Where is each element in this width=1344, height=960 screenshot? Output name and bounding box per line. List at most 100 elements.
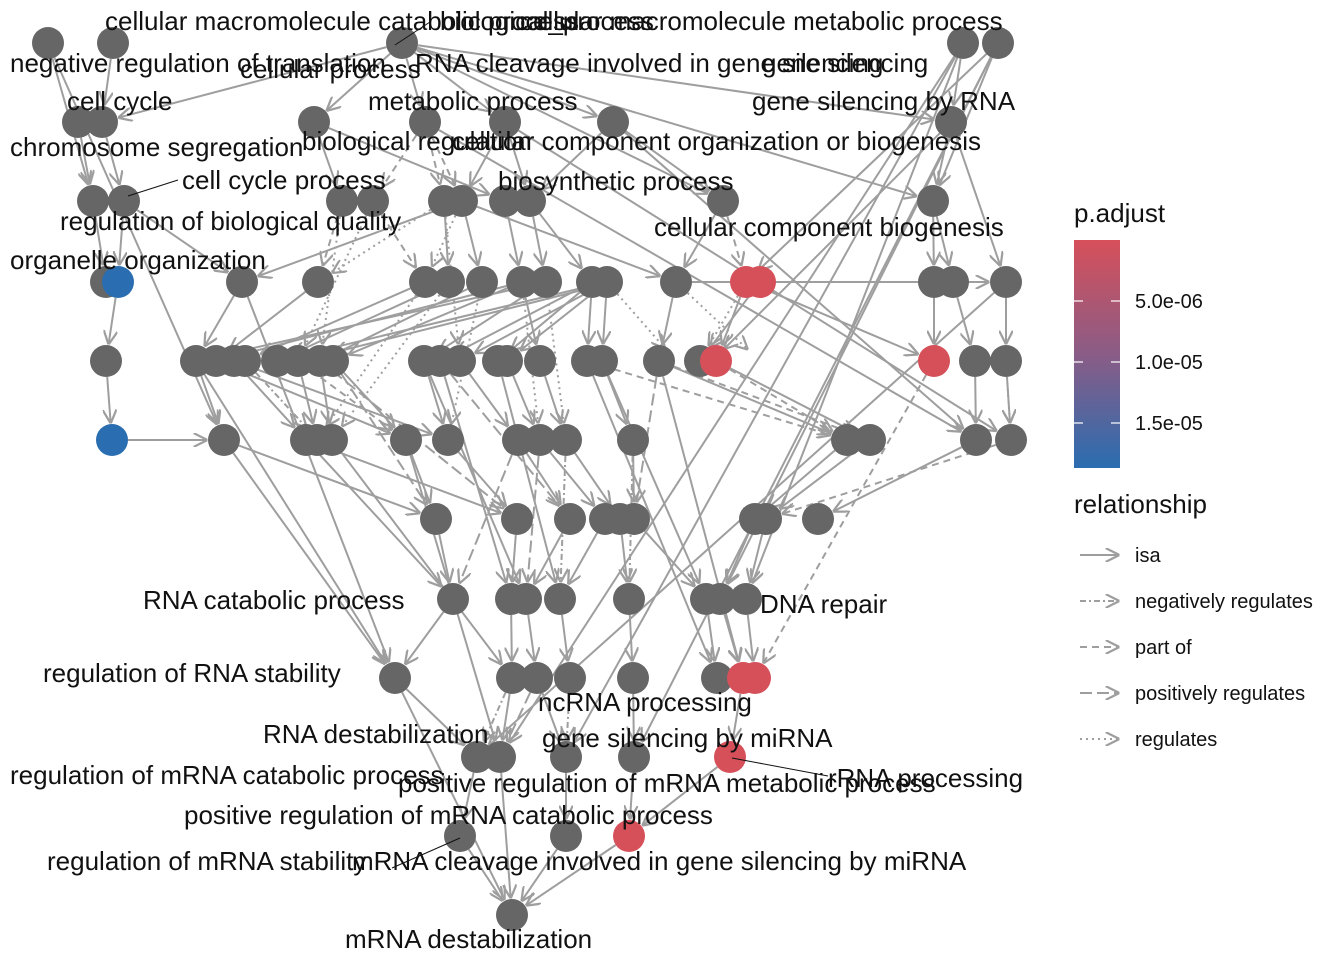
go-term-node [617,424,649,456]
go-term-node [937,266,969,298]
relationship-edge [233,285,507,357]
relationship-edge [476,205,659,276]
term-label: ncRNA processing [538,687,752,717]
relationship-edge [673,365,853,434]
relationship-edge [933,216,934,264]
term-label: cellular component biogenesis [654,212,1004,242]
go-term-node [550,741,582,773]
go-term-node [484,741,516,773]
relationship-edge [416,47,596,116]
relationship-edge [753,57,959,582]
go-term-node [432,424,464,456]
go-term-node [918,345,950,377]
relationship-edge [406,611,445,664]
go-term-node [521,662,553,694]
go-term-node [208,424,240,456]
relationship-edge [633,455,634,501]
relationship-edge [729,368,832,430]
relationship-edge [105,137,119,183]
term-label: cellular macromolecule metabolic process [520,6,1003,36]
go-term-node [510,583,542,615]
relationship-edge [340,373,427,504]
relationship-edge [725,132,941,348]
relationship-edge [748,614,753,660]
relationship-edge [109,297,116,343]
go-term-node [489,185,521,217]
label-leader [127,179,179,197]
relationship-edge [541,692,560,740]
go-term-node [379,662,411,694]
padjust-colorbar [1074,240,1120,468]
relationship-edge [643,766,719,825]
relationship-edge [105,58,111,104]
relationship-edge [476,288,594,353]
relationship-edge [532,216,542,265]
go-term-node [591,266,623,298]
term-label: chromosome segregation [10,132,303,162]
relationship-edge [508,692,532,741]
relationship-edge [327,294,417,425]
relationship-edge [464,216,478,265]
term-label: positive regulation of mRNA metabolic pr… [398,768,936,798]
relationship-edge [427,376,443,423]
term-label: RNA catabolic process [143,585,405,615]
relationship-edge [543,132,603,189]
legend-label: positively regulates [1135,683,1305,705]
relationship-edge [328,127,489,194]
term-label: RNA destabilization [263,719,488,749]
go-term-node [550,820,582,852]
relationship-edge [663,297,674,344]
go-term-node [62,106,94,138]
relationship-edge [726,216,741,264]
relationship-edge [643,530,694,586]
go-term-node [714,741,746,773]
relationship-edge [293,287,435,354]
relationship-edge [318,136,336,184]
relationship-edge [80,137,90,184]
go-term-node [960,424,992,456]
go-term-node [461,741,493,773]
go-term-node [420,503,452,535]
relationship-edge [708,614,714,660]
go-term-node [501,503,533,535]
go-term-node [77,185,109,217]
relationship-edge [333,208,432,273]
go-term-node [433,266,465,298]
go-term-node [444,345,476,377]
go-term-node [917,185,949,217]
relationship-edge [232,452,384,663]
relationship-edge [429,375,519,583]
relationship-edge [96,216,104,264]
go-term-node [597,106,629,138]
go-term-node [357,185,389,217]
node-layer [32,27,1027,931]
relationship-edge [567,693,569,739]
colorbar-tick-label: 1.0e-05 [1135,352,1203,374]
relationship-edge [575,56,957,741]
relationship-edge [510,55,956,742]
relationship-edge [414,51,491,111]
relationship-edge [259,205,448,276]
go-term-node [524,345,556,377]
term-label: cell cycle process [182,165,386,195]
relationship-edge [401,691,504,899]
go-term-node [660,266,692,298]
term-label: gene silencing by RNA [752,86,1016,116]
label-leader [391,837,461,869]
go-term-node [298,106,330,138]
relationship-edge [383,134,418,186]
relationship-edge [603,297,606,343]
relationship-edge [602,364,830,435]
relationship-edge [834,446,963,511]
go-term-node [700,345,732,377]
relationship-edge [200,375,218,423]
relationship-edge [484,692,507,741]
colorbar-tick-label: 1.5e-05 [1135,413,1203,435]
term-label: regulation of mRNA catabolic process [10,760,444,790]
relationship-edge [119,46,387,117]
go-term-node [730,583,762,615]
relationship-edge [327,52,391,110]
relationship-edge [322,376,329,422]
go-term-node [544,583,576,615]
term-label: negative regulation of translation [10,48,386,78]
